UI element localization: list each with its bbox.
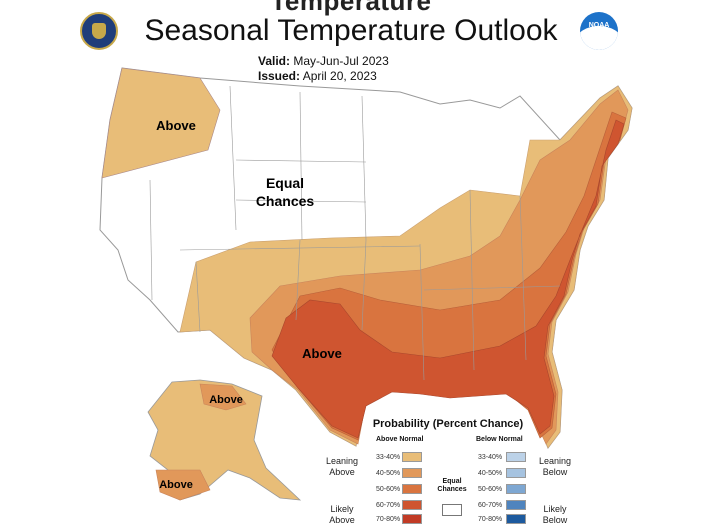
swatch-below-33-40 [506,452,526,462]
swatch-below-50-60 [506,484,526,494]
legend-leaning-below: Leaning Below [538,456,572,477]
legend-above-bin-5: 70-80% [376,516,401,523]
state-borders [149,85,561,381]
swatch-below-60-70 [506,500,526,510]
valid-label: Valid: [258,54,291,68]
legend-below-bin-1: 33-40% [478,454,503,461]
alaska-south-above-area [155,469,211,501]
legend-above-bin-1: 33-40% [376,454,401,461]
legend-below-bin-2: 40-50% [478,470,503,477]
page-title: Seasonal Temperature Outlook [144,14,558,47]
legend-equal-chances-swatch [442,504,462,516]
region-above-60-70 [271,119,625,439]
legend-title: Probability (Percent Chance) [372,418,524,430]
legend-above-header: Above Normal [376,436,424,443]
noaa-logo-text: NOAA [588,22,610,29]
legend-above-bin-4: 60-70% [376,502,401,509]
swatch-above-70-80 [402,514,422,524]
swatch-above-60-70 [402,500,422,510]
legend-above-bin-3: 50-60% [376,486,401,493]
swatch-below-70-80 [506,514,526,524]
label-equal-chances-line1: Equal [266,175,304,191]
issued-value: April 20, 2023 [302,69,377,83]
legend: Probability (Percent Chance) Above Norma… [318,418,578,526]
region-northwest-above [101,67,221,179]
valid-value: May-Jun-Jul 2023 [293,54,389,68]
label-south-above: Above [302,346,342,361]
swatch-below-40-50 [506,468,526,478]
legend-below-bin-4: 60-70% [478,502,503,509]
legend-likely-above: Likely Above [329,504,355,525]
swatch-above-33-40 [402,452,422,462]
label-equal-chances-line2: Chances [256,193,315,209]
swatch-above-50-60 [402,484,422,494]
alaska-north-above-area [199,383,247,411]
legend-above-bin-2: 40-50% [376,470,401,477]
swatch-above-40-50 [402,468,422,478]
legend-equal-chances-label: Equal Chances [437,478,467,493]
legend-leaning-above: Leaning Above [325,456,359,477]
issued-line: Issued: April 20, 2023 [258,69,377,83]
label-northwest-above: Above [156,118,196,133]
legend-below-bin-3: 50-60% [478,486,503,493]
partial-title: Temperature [270,0,432,16]
commerce-seal-logo [80,12,118,50]
label-alaska-north-above: Above [209,394,243,406]
legend-below-header: Below Normal [476,436,523,443]
noaa-logo: NOAA [580,12,618,50]
valid-line: Valid: May-Jun-Jul 2023 [258,54,389,68]
issued-label: Issued: [258,69,301,83]
legend-likely-below: Likely Below [542,504,568,525]
legend-below-bin-5: 70-80% [478,516,503,523]
label-alaska-south-above: Above [159,479,193,491]
